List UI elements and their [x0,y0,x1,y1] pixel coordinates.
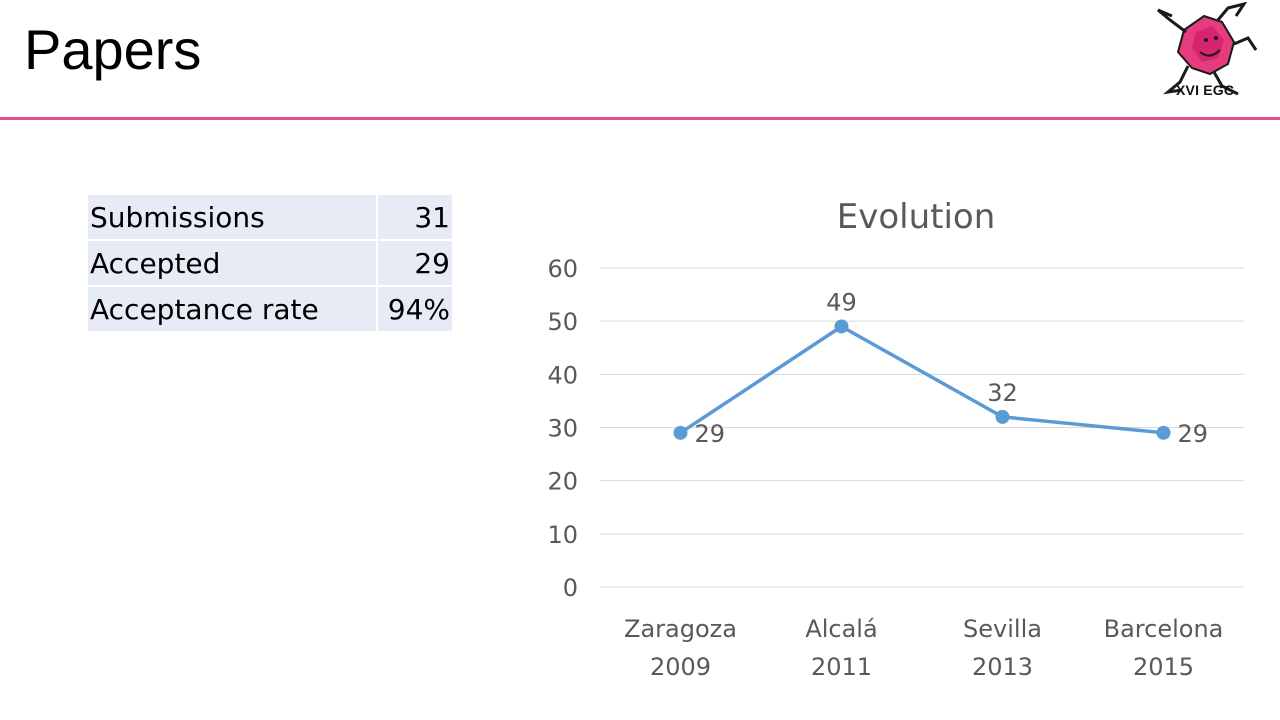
chart-title: Evolution [837,197,996,237]
table-cell-value: 29 [377,240,452,287]
title-divider [0,117,1280,120]
series-line [679,324,1164,435]
x-tick-label: Zaragoza [624,615,737,643]
table-cell-label: Submissions [88,195,378,241]
x-tick-label: 2011 [811,653,872,681]
data-point [673,425,688,440]
data-label: 32 [987,379,1018,407]
table-row: Accepted 29 [88,240,452,287]
x-tick-label: 2009 [650,653,711,681]
table-row: Acceptance rate 94% [88,286,452,333]
y-tick-label: 40 [547,361,578,389]
y-tick-label: 10 [547,521,578,549]
x-tick-label: 2015 [1133,653,1194,681]
x-tick-label: 2013 [972,653,1033,681]
x-tick-label: Barcelona [1104,615,1224,643]
table-cell-value: 31 [377,195,452,241]
page-title: Papers [24,18,202,81]
table-cell-label: Accepted [88,240,378,287]
y-tick-label: 30 [547,415,578,443]
mascot-icon [1157,2,1258,96]
chart-canvas: Evolution 0 10 20 30 40 50 60 Zaragoza 2009 Alca… [547,197,1244,681]
x-tick-label: Sevilla [963,615,1042,643]
data-point [834,319,849,334]
data-point [1156,425,1171,440]
data-label: 29 [1178,420,1209,448]
evolution-chart: Evolution 0 10 20 30 40 50 60 Zaragoza 2009 Alca… [520,180,1260,700]
logo-text: XVI EGC [1176,82,1235,98]
y-tick-label: 0 [563,574,578,602]
table-cell-label: Acceptance rate [88,286,378,333]
stats-table: Submissions 31 Accepted 29 Acceptance ra… [88,195,452,333]
table-cell-value: 94% [377,286,452,333]
y-tick-label: 60 [547,255,578,283]
data-point [995,409,1010,424]
data-label: 49 [826,288,857,316]
egc-logo [1148,2,1276,102]
y-tick-label: 20 [547,468,578,496]
x-tick-label: Alcalá [805,615,877,643]
data-label: 29 [695,420,726,448]
table-row: Submissions 31 [88,195,452,241]
y-tick-label: 50 [547,308,578,336]
